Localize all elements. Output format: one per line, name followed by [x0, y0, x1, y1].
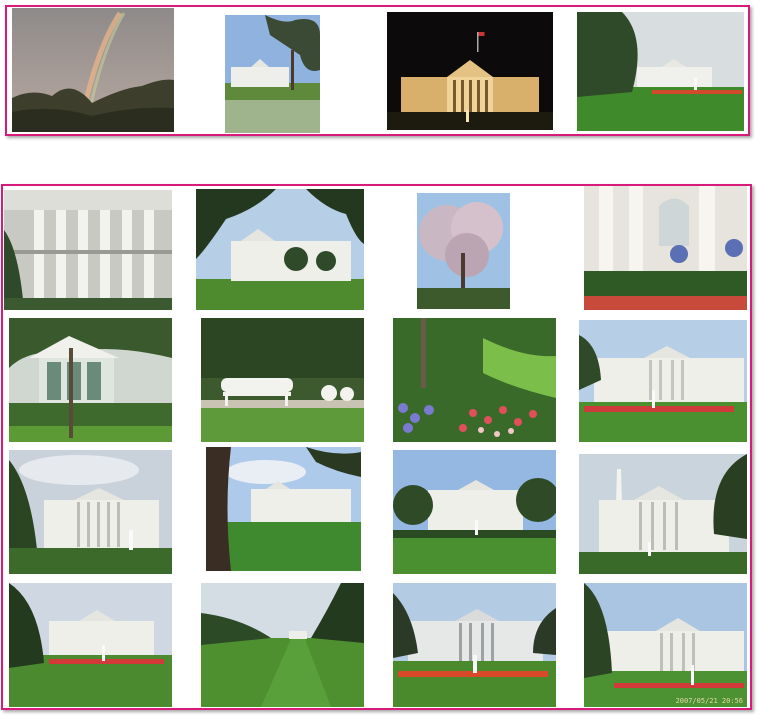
photo-white-garden-bench[interactable]	[201, 318, 364, 442]
photo-north-facade-fountain[interactable]	[393, 583, 556, 707]
photo-garden-gazebo[interactable]	[9, 318, 172, 442]
photo-white-house-at-night[interactable]	[387, 12, 553, 130]
photo-rainbow-over-treeline[interactable]	[12, 8, 174, 132]
photo-washington-monument-view[interactable]	[579, 454, 747, 574]
photo-rose-garden-flowers[interactable]	[393, 318, 556, 442]
photo-south-portico-columns[interactable]	[4, 190, 172, 310]
photo-white-house-behind-tree[interactable]	[225, 15, 320, 133]
photo-colonnade-flower-pots[interactable]	[584, 186, 747, 310]
photo-white-house-dated-photo[interactable]: 2007/05/21 20:56	[584, 583, 747, 707]
photo-white-house-lawn-fountain[interactable]	[577, 12, 744, 131]
photo-long-lawn-distant-house[interactable]	[201, 583, 364, 707]
photo-flowering-magnolia-tree[interactable]	[417, 193, 510, 309]
photo-white-house-red-flowerbed[interactable]	[579, 320, 747, 442]
photo-white-house-framed-by-trees[interactable]	[196, 189, 364, 310]
photo-white-house-tree-trunk[interactable]	[206, 447, 361, 571]
photo-north-lawn-fountain[interactable]	[9, 583, 172, 707]
photo-white-house-blue-sky[interactable]	[393, 450, 556, 574]
photo-date-stamp: 2007/05/21 20:56	[675, 697, 743, 705]
photo-white-house-cloudy-sky[interactable]	[9, 450, 172, 574]
